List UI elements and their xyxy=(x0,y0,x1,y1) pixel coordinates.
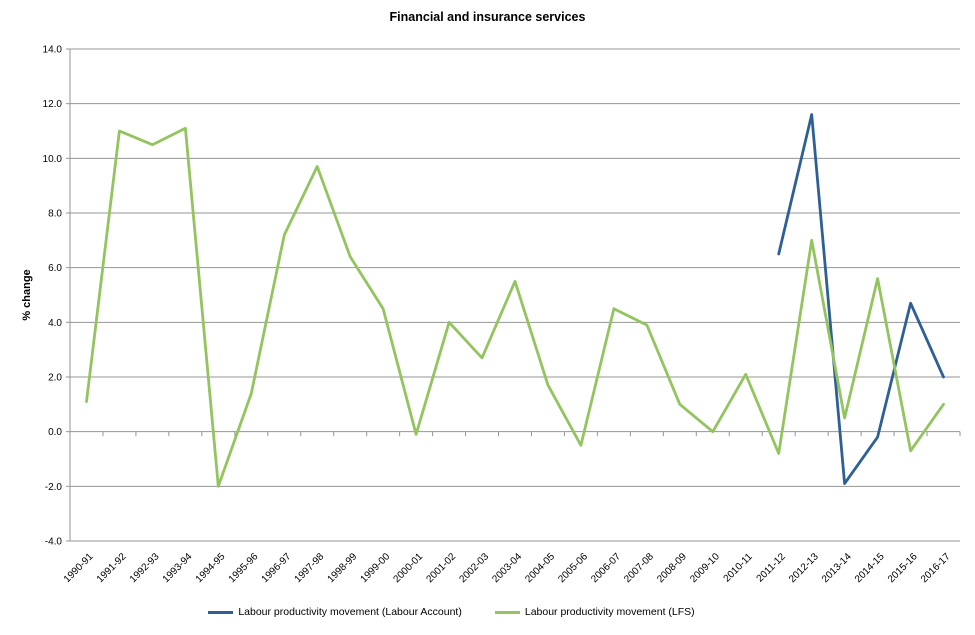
y-axis-tick-label: 0.0 xyxy=(48,427,62,438)
x-axis-tick-label: 1995-96 xyxy=(227,551,261,585)
x-axis-tick-label: 2008-09 xyxy=(655,551,689,585)
x-axis-tick-label: 1990-91 xyxy=(62,551,96,585)
legend-item-labour-account: Labour productivity movement (Labour Acc… xyxy=(208,606,462,618)
series-line-labour-account xyxy=(777,113,945,486)
y-axis-tick-label: 2.0 xyxy=(48,373,62,384)
x-axis-tick-label: 1999-00 xyxy=(359,551,393,585)
legend: Labour productivity movement (Labour Acc… xyxy=(0,606,939,618)
y-axis-tick-label: -4.0 xyxy=(45,537,63,548)
x-axis-tick-label: 2003-04 xyxy=(490,551,524,585)
x-axis-tick-label: 2004-05 xyxy=(523,551,557,585)
x-axis-tick-label: 2016-17 xyxy=(919,551,953,585)
y-axis-tick-label: 4.0 xyxy=(48,318,62,329)
y-axis-tick-label: -2.0 xyxy=(45,482,63,493)
legend-line-swatch-lfs xyxy=(494,610,520,614)
legend-label-lfs: Labour productivity movement (LFS) xyxy=(524,606,695,618)
y-axis-tick-label: 14.0 xyxy=(43,45,63,56)
x-axis-tick-label: 2002-03 xyxy=(457,551,491,585)
x-axis-tick-label: 2001-02 xyxy=(424,551,458,585)
x-axis-tick-label: 2011-12 xyxy=(755,551,789,585)
x-axis-tick-label: 2009-10 xyxy=(688,551,722,585)
x-axis-tick-label: 1996-97 xyxy=(260,551,294,585)
x-axis-tick-label: 1998-99 xyxy=(326,551,360,585)
x-axis-tick-label: 1991-92 xyxy=(95,551,129,585)
x-axis-tick-label: 1994-95 xyxy=(194,551,228,585)
series-line-lfs xyxy=(85,126,945,488)
x-axis-tick-label: 2007-08 xyxy=(622,551,656,585)
x-axis-tick-label: 2000-01 xyxy=(392,551,426,585)
legend-item-lfs: Labour productivity movement (LFS) xyxy=(494,606,695,618)
y-axis-tick-label: 8.0 xyxy=(48,209,62,220)
x-axis-tick-label: 1992-93 xyxy=(128,551,162,585)
x-axis-tick-label: 2006-07 xyxy=(589,551,623,585)
x-axis-tick-label: 2014-15 xyxy=(853,551,887,585)
y-axis-tick-label: 6.0 xyxy=(48,263,62,274)
chart-title: Financial and insurance services xyxy=(389,10,586,24)
x-axis-tick-label: 1997-98 xyxy=(293,551,327,585)
x-axis-tick-label: 2015-16 xyxy=(886,551,920,585)
legend-label-labour-account: Labour productivity movement (Labour Acc… xyxy=(238,606,462,618)
x-axis-tick-label: 2010-11 xyxy=(722,551,756,585)
y-axis-tick-label: 12.0 xyxy=(43,99,63,110)
x-axis-tick-label: 2005-06 xyxy=(556,551,590,585)
y-axis-tick-label: 10.0 xyxy=(43,154,63,165)
legend-line-swatch-labour-account xyxy=(208,610,234,614)
x-axis-tick-label: 2013-14 xyxy=(820,551,854,585)
x-axis-tick-label: 2012-13 xyxy=(787,551,821,585)
x-axis-tick-label: 1993-94 xyxy=(161,551,195,585)
